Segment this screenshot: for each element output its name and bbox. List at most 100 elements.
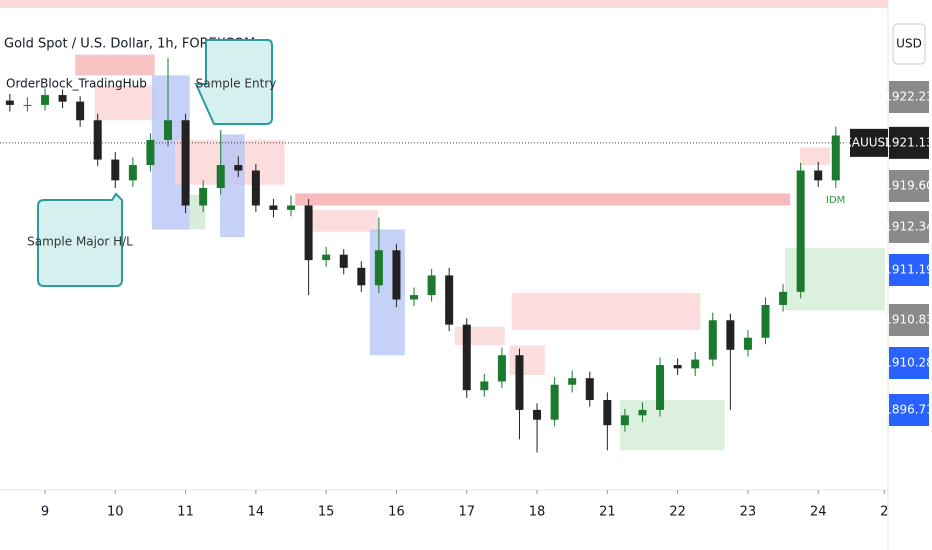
chart-title: Gold Spot / U.S. Dollar, 1h, FOREXCOM <box>4 37 255 52</box>
candle-body <box>410 295 419 300</box>
candle-body <box>761 304 770 338</box>
candle-body <box>533 409 542 420</box>
candle-body <box>568 378 577 385</box>
currency-label: USD <box>896 37 922 51</box>
candle-body <box>656 365 665 410</box>
x-tick-label: 9 <box>41 505 49 520</box>
candle-body <box>93 120 102 160</box>
candle-body <box>673 365 682 369</box>
price-tag <box>889 211 929 243</box>
callout-text: Sample Entry <box>196 77 277 91</box>
candle-body <box>691 359 700 369</box>
price-tag-label: 1896.71 <box>884 403 932 417</box>
candle-body <box>58 95 67 102</box>
candle-body <box>515 355 524 410</box>
last-price-label: 1921.13 <box>884 135 932 149</box>
candle-body <box>269 205 278 210</box>
candle-body <box>287 205 296 210</box>
candle-body <box>831 135 840 181</box>
price-tag-label: 1922.23 <box>884 90 932 104</box>
x-tick-label: 2 <box>880 505 888 520</box>
order-block <box>454 326 505 346</box>
x-tick-label: 17 <box>458 505 475 520</box>
candle-body <box>779 291 788 305</box>
candle-body <box>796 170 805 292</box>
x-tick-label: 11 <box>177 505 194 520</box>
candle-body <box>480 381 489 391</box>
price-tag-label: 1912.34 <box>884 220 932 234</box>
candle-body <box>603 400 612 426</box>
candle-body <box>23 104 32 106</box>
idm-label: IDM <box>826 195 845 206</box>
candle-body <box>5 100 14 105</box>
candle-body <box>128 165 137 181</box>
symbol-tag <box>850 128 888 157</box>
candle-body <box>164 120 173 140</box>
callout: Sample Entry <box>194 39 277 125</box>
candle-body <box>40 95 49 105</box>
candle-body <box>111 159 120 181</box>
candle-body <box>251 170 260 206</box>
callout-text: Sample Major H/L <box>27 235 133 249</box>
candle-body <box>814 170 823 181</box>
x-tick-label: 21 <box>599 505 616 520</box>
currency-button[interactable] <box>892 23 926 65</box>
x-tick-label: 16 <box>388 505 405 520</box>
candle-body <box>445 275 454 325</box>
candle-body <box>638 409 647 416</box>
callout: Sample Major H/L <box>27 192 133 287</box>
order-block <box>295 193 791 206</box>
candle-body <box>427 275 436 296</box>
price-tag-label: 1911.19 <box>884 263 932 277</box>
x-tick-label: 14 <box>248 505 265 520</box>
indicator-name: OrderBlock_TradingHub <box>6 77 147 91</box>
order-block <box>309 209 379 232</box>
candle-body <box>708 320 717 360</box>
candle-body <box>357 267 366 286</box>
order-block <box>509 345 545 375</box>
candle-body <box>304 205 313 261</box>
candle-body <box>497 355 506 382</box>
candle-body <box>374 250 383 286</box>
price-tag-label: 1910.83 <box>884 313 932 327</box>
candle-body <box>234 165 243 171</box>
order-block <box>799 147 831 166</box>
last-price-tag <box>889 126 929 159</box>
price-tag <box>889 170 929 202</box>
x-tick-label: 22 <box>669 505 686 520</box>
price-tag-label: 1919.60 <box>884 179 932 193</box>
candle-body <box>181 120 190 206</box>
order-block <box>511 292 701 331</box>
candle-body <box>322 254 331 261</box>
x-tick-label: 10 <box>107 505 124 520</box>
x-tick-label: 24 <box>810 505 827 520</box>
price-tag <box>889 304 929 336</box>
price-tag <box>889 347 929 379</box>
candle-body <box>199 188 208 206</box>
candle-body <box>726 320 735 350</box>
price-tag <box>889 394 929 426</box>
order-block <box>75 54 155 76</box>
price-tag <box>889 254 929 286</box>
order-block <box>619 400 725 451</box>
order-block <box>94 85 155 121</box>
x-tick-label: 23 <box>740 505 757 520</box>
candle-body <box>585 378 594 401</box>
price-tag <box>889 81 929 113</box>
x-tick-label: 18 <box>529 505 546 520</box>
candle-body <box>216 165 225 188</box>
candle-body <box>550 384 559 420</box>
x-tick-label: 15 <box>318 505 335 520</box>
candle-body <box>76 101 85 121</box>
top-band <box>0 0 888 8</box>
candle-body <box>462 324 471 391</box>
candle-body <box>743 337 752 350</box>
candle-body <box>620 415 629 426</box>
candle-body <box>339 254 348 268</box>
plot-area <box>0 54 888 453</box>
price-tag-label: 1910.28 <box>884 356 932 370</box>
candle-body <box>392 250 401 300</box>
symbol-tag-label: XAUUSD <box>844 135 895 149</box>
candle-body <box>146 139 155 166</box>
